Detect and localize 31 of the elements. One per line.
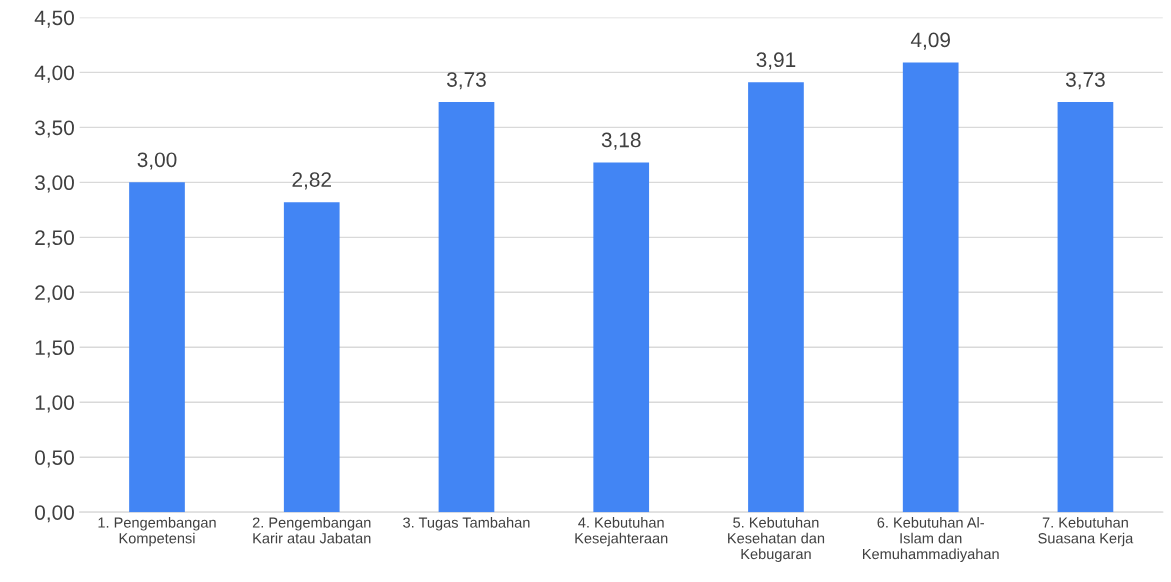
data-label: 3,73 — [1065, 72, 1105, 90]
x-tick-label: 5. Kebutuhan Kesehatan dan Kebugaran — [728, 517, 825, 563]
y-tick-label: 3,00 — [35, 175, 74, 193]
x-tick-label: 7. Kebutuhan Suasana Kerja — [1038, 517, 1134, 547]
data-label: 2,82 — [292, 172, 331, 190]
data-label: 3,00 — [137, 152, 177, 170]
y-tick-label: 1,00 — [35, 395, 74, 413]
y-tick-label: 3,50 — [35, 120, 74, 138]
y-tick-label: 0,00 — [35, 505, 74, 523]
data-label: 3,73 — [447, 72, 486, 90]
x-tick-label: 1. Pengembangan Kompetensi — [98, 517, 216, 547]
y-tick-label: 4,00 — [34, 65, 74, 83]
y-tick-label: 1,50 — [35, 340, 74, 358]
bar — [902, 62, 959, 513]
x-tick-label: 6. Kebutuhan Al- Islam dan Kemuhammadiyahan — [862, 517, 999, 563]
y-tick-label: 0,50 — [35, 450, 74, 468]
bar — [438, 102, 495, 513]
bar — [1057, 102, 1114, 513]
data-label: 3,91 — [756, 52, 796, 70]
x-tick-label: 4. Kebutuhan Kesejahteraan — [575, 517, 668, 547]
y-tick-label: 2,50 — [35, 230, 74, 248]
y-tick-label: 2,00 — [35, 285, 74, 303]
x-tick-label: 3. Tugas Tambahan — [403, 517, 530, 531]
y-tick-label: 4,50 — [34, 10, 74, 28]
x-tick-label: 2. Pengembangan Karir atau Jabatan — [252, 517, 371, 544]
data-label: 3,18 — [601, 132, 641, 150]
bar — [129, 182, 185, 513]
bar — [283, 202, 340, 513]
bar — [748, 82, 804, 513]
bar — [593, 162, 650, 513]
data-label: 4,09 — [910, 32, 950, 50]
